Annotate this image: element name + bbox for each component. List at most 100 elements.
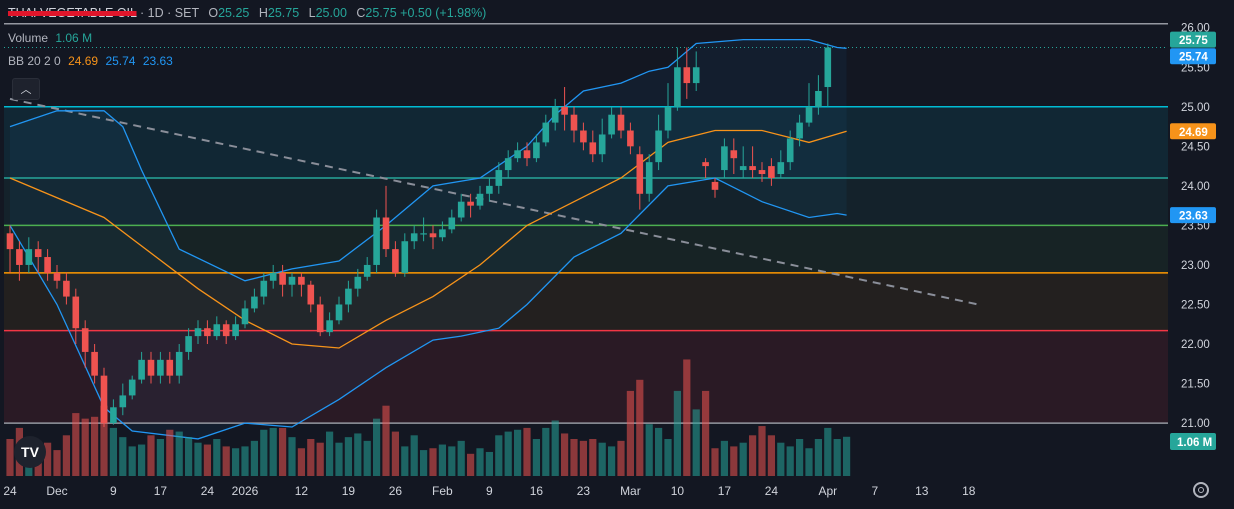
volume-bar — [175, 431, 183, 476]
x-tick-label: 24 — [765, 484, 779, 498]
volume-bar — [203, 444, 211, 476]
candle-body — [711, 181, 719, 190]
volume-bar — [805, 448, 813, 476]
candle-body — [739, 166, 747, 171]
price-label-box — [1170, 48, 1216, 65]
candle — [147, 351, 155, 384]
candle-body — [448, 217, 456, 230]
y-tick-label: 22.00 — [1181, 339, 1210, 351]
candle-body — [279, 272, 286, 285]
volume-bar — [626, 390, 634, 476]
gear-icon[interactable] — [1193, 482, 1209, 498]
volume-bar — [561, 433, 569, 476]
candle-body — [495, 170, 503, 186]
volume-bar — [279, 427, 287, 476]
volume-bar — [128, 446, 136, 476]
candle — [335, 296, 343, 325]
candle-body — [100, 375, 108, 424]
candle — [664, 83, 672, 139]
price-label-box — [1170, 31, 1216, 48]
volume-bar — [166, 429, 174, 476]
x-tick-label: 23 — [577, 484, 591, 498]
x-tick-label: 13 — [915, 484, 929, 498]
candle-body — [439, 229, 446, 238]
volume-bar — [401, 446, 409, 476]
candle — [777, 150, 785, 178]
candle — [213, 316, 221, 341]
price-label-text: 25.75 — [1179, 35, 1208, 47]
candle-body — [692, 67, 700, 84]
candle-body — [110, 407, 117, 424]
bb-upper-line — [9, 38, 847, 282]
volume-bar — [260, 429, 268, 476]
candle-body — [363, 264, 371, 277]
candle-body — [269, 272, 277, 281]
candle — [467, 193, 474, 218]
volume-bar — [81, 418, 89, 476]
separator: · — [167, 6, 172, 20]
volume-label: Volume — [8, 31, 49, 45]
volume-bar — [814, 439, 822, 476]
volume-bar — [532, 439, 540, 476]
low-value: 25.00 — [315, 6, 347, 20]
candle-body — [608, 114, 615, 135]
candle-body — [354, 276, 362, 289]
candle-body — [157, 359, 164, 376]
volume-bar — [147, 435, 155, 476]
candle-body — [345, 288, 352, 305]
bollinger-legend[interactable]: BB 20 2 0 24.69 25.74 23.63 — [8, 54, 173, 68]
candle — [768, 158, 775, 186]
tradingview-logo[interactable]: TV — [14, 436, 46, 468]
candle — [222, 320, 230, 345]
candle-body — [307, 284, 315, 305]
volume-bar — [222, 446, 230, 476]
volume-bar — [373, 418, 381, 476]
volume-bar — [44, 442, 52, 476]
candle — [523, 142, 531, 167]
volume-bar — [100, 405, 108, 476]
volume-bar — [711, 448, 719, 476]
candle-body — [561, 106, 568, 115]
candle-body — [81, 328, 89, 352]
candle-body — [72, 296, 80, 329]
volume-bar — [692, 409, 700, 476]
collapse-legend-button[interactable]: ︿ — [12, 78, 40, 100]
candle — [382, 185, 390, 258]
candle — [627, 122, 634, 155]
volume-bar — [119, 437, 127, 476]
interval-label[interactable]: 1D — [147, 6, 164, 20]
price-label-text: 23.63 — [1179, 211, 1208, 223]
candle-body — [457, 201, 465, 218]
candle-body — [627, 130, 634, 147]
volume-bar — [354, 433, 362, 476]
price-label-text: 25.74 — [1179, 52, 1208, 64]
volume-bar — [495, 435, 503, 476]
volume-bar — [767, 435, 775, 476]
exchange-label: SET — [174, 6, 199, 20]
candle-body — [16, 249, 23, 265]
symbol-name[interactable]: THAI VEGETABLE OIL — [8, 6, 137, 20]
volume-bar — [636, 379, 644, 476]
volume-bar — [504, 431, 512, 476]
candle-body — [683, 67, 691, 84]
candle — [711, 177, 719, 198]
volume-bar — [786, 446, 794, 476]
volume-legend[interactable]: Volume 1.06 M — [8, 31, 92, 45]
candle — [345, 280, 352, 313]
y-tick-label: 24.50 — [1181, 141, 1210, 153]
price-label-box — [1170, 207, 1216, 224]
candle — [119, 383, 127, 416]
volume-bar — [720, 440, 728, 476]
x-tick-label: 16 — [530, 484, 544, 498]
x-tick-label: 7 — [871, 484, 878, 498]
bb-mid-value: 24.69 — [68, 54, 99, 68]
x-tick-label: 9 — [110, 484, 117, 498]
y-tick-label: 23.50 — [1181, 220, 1210, 232]
candle-body — [768, 166, 775, 178]
candle — [194, 320, 202, 345]
volume-bar — [72, 413, 80, 476]
candle-body — [288, 276, 296, 285]
high-label: H — [258, 6, 268, 20]
